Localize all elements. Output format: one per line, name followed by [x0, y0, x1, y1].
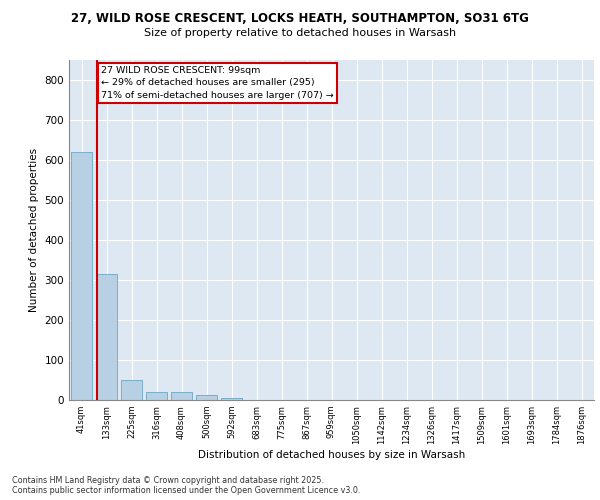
Text: 27, WILD ROSE CRESCENT, LOCKS HEATH, SOUTHAMPTON, SO31 6TG: 27, WILD ROSE CRESCENT, LOCKS HEATH, SOU… — [71, 12, 529, 26]
Bar — [121, 380, 142, 400]
Bar — [171, 392, 192, 400]
Bar — [71, 152, 92, 400]
Bar — [146, 392, 167, 400]
Bar — [96, 274, 117, 400]
Text: Contains HM Land Registry data © Crown copyright and database right 2025.
Contai: Contains HM Land Registry data © Crown c… — [12, 476, 361, 495]
Text: Size of property relative to detached houses in Warsash: Size of property relative to detached ho… — [144, 28, 456, 38]
Y-axis label: Number of detached properties: Number of detached properties — [29, 148, 39, 312]
X-axis label: Distribution of detached houses by size in Warsash: Distribution of detached houses by size … — [198, 450, 465, 460]
Bar — [221, 398, 242, 400]
Bar — [196, 395, 217, 400]
Text: 27 WILD ROSE CRESCENT: 99sqm
← 29% of detached houses are smaller (295)
71% of s: 27 WILD ROSE CRESCENT: 99sqm ← 29% of de… — [101, 66, 334, 100]
